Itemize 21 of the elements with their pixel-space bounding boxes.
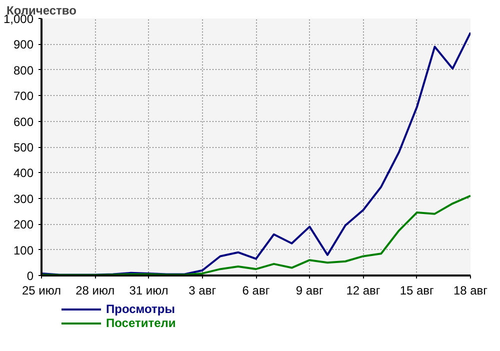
y-tick-label: 400 — [13, 166, 34, 180]
x-tick-label: 12 авг — [346, 284, 381, 298]
y-tick-label: 700 — [13, 89, 34, 104]
x-tick-label: 28 июл — [76, 284, 115, 298]
x-tick-label: 15 авг — [400, 284, 435, 298]
legend-label: Просмотры — [106, 302, 176, 316]
y-tick-label: 900 — [13, 38, 34, 52]
x-tick-label: 25 июл — [22, 284, 62, 298]
y-tick-label: 300 — [13, 192, 34, 206]
x-tick-label: 9 авг — [296, 284, 324, 298]
y-tick-label: 500 — [13, 140, 34, 154]
x-tick-label: 18 авг — [453, 284, 488, 298]
y-tick-label: 100 — [13, 243, 34, 258]
legend-label: Посетители — [106, 316, 176, 330]
y-tick-label: 800 — [13, 63, 34, 78]
y-tick-label: 600 — [13, 114, 34, 129]
y-tick-label: 0 — [26, 269, 34, 283]
x-tick-label: 3 авг — [188, 284, 217, 298]
x-tick-label: 6 авг — [242, 284, 270, 298]
x-tick-label: 31 июл — [129, 284, 168, 298]
y-tick-label: 200 — [13, 218, 34, 232]
